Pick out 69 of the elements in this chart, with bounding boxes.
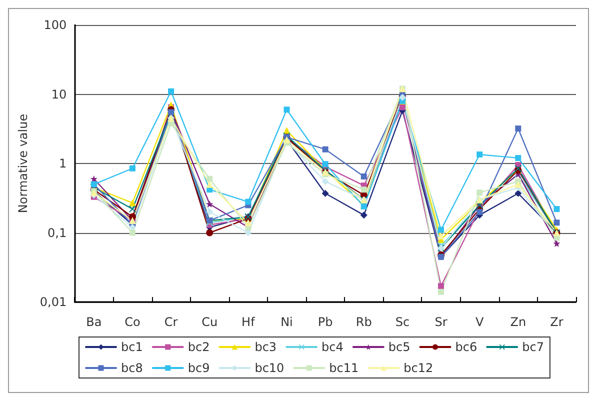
point [554,220,560,226]
point [322,146,328,152]
legend-label: bc6 [455,340,478,354]
point [206,180,214,188]
x-tick-label: Co [124,315,140,329]
point [128,199,136,206]
point [90,175,98,182]
point [515,155,522,162]
point [128,224,136,231]
legend-label: bc1 [121,340,143,354]
point [322,190,329,197]
point [438,283,444,290]
point [553,240,560,247]
point [438,232,445,240]
x-tick-label: Pb [318,315,333,329]
x-tick-label: Sc [395,315,410,329]
point [128,206,136,213]
point [244,219,252,226]
point [514,180,522,188]
x-tick-label: Ba [86,315,102,329]
y-tick-label: 100 [44,18,67,32]
x-tick-label: Rb [356,315,372,329]
point [476,151,483,158]
point [360,186,367,193]
point [206,200,214,208]
x-tick-label: Cr [164,315,178,329]
point [168,88,174,94]
legend-label: bc4 [322,340,344,354]
legend-label: bc8 [121,361,143,375]
y-tick-label: 10 [51,87,67,102]
legend-label: bc9 [188,361,210,375]
point [322,178,329,185]
point [245,198,252,205]
legend-label: bc3 [254,340,277,354]
point [129,165,136,172]
point [360,212,368,219]
x-tick-label: Zr [550,315,564,329]
point [515,126,522,132]
point [514,190,522,197]
point [322,161,328,168]
point [438,226,444,233]
legend-label: bc5 [388,340,410,354]
point [129,230,136,236]
y-tick-label: 1 [58,156,67,170]
x-tick-label: Zn [510,315,526,329]
point [476,208,483,215]
point [284,106,290,113]
point [206,208,214,216]
point [360,173,367,180]
y-tick-label: 0,01 [40,295,67,309]
legend-label: bc2 [188,340,210,354]
legend-label: bc7 [522,340,544,354]
point [438,288,444,295]
point [206,229,214,236]
x-tick-label: Hf [242,315,256,329]
x-tick-label: Ni [280,315,293,329]
point [554,206,560,212]
x-tick-label: Cu [202,315,218,329]
legend-label: bc12 [404,361,434,375]
y-axis-title: Normative value [16,114,30,214]
point [476,190,483,196]
legend-label: bc11 [329,361,359,375]
point [399,104,406,110]
x-tick-label: Sr [434,315,448,329]
x-tick-label: V [475,315,484,329]
y-tick-label: 0,1 [48,226,67,240]
point [206,176,213,182]
point [244,229,252,236]
legend-label: bc10 [254,361,284,375]
